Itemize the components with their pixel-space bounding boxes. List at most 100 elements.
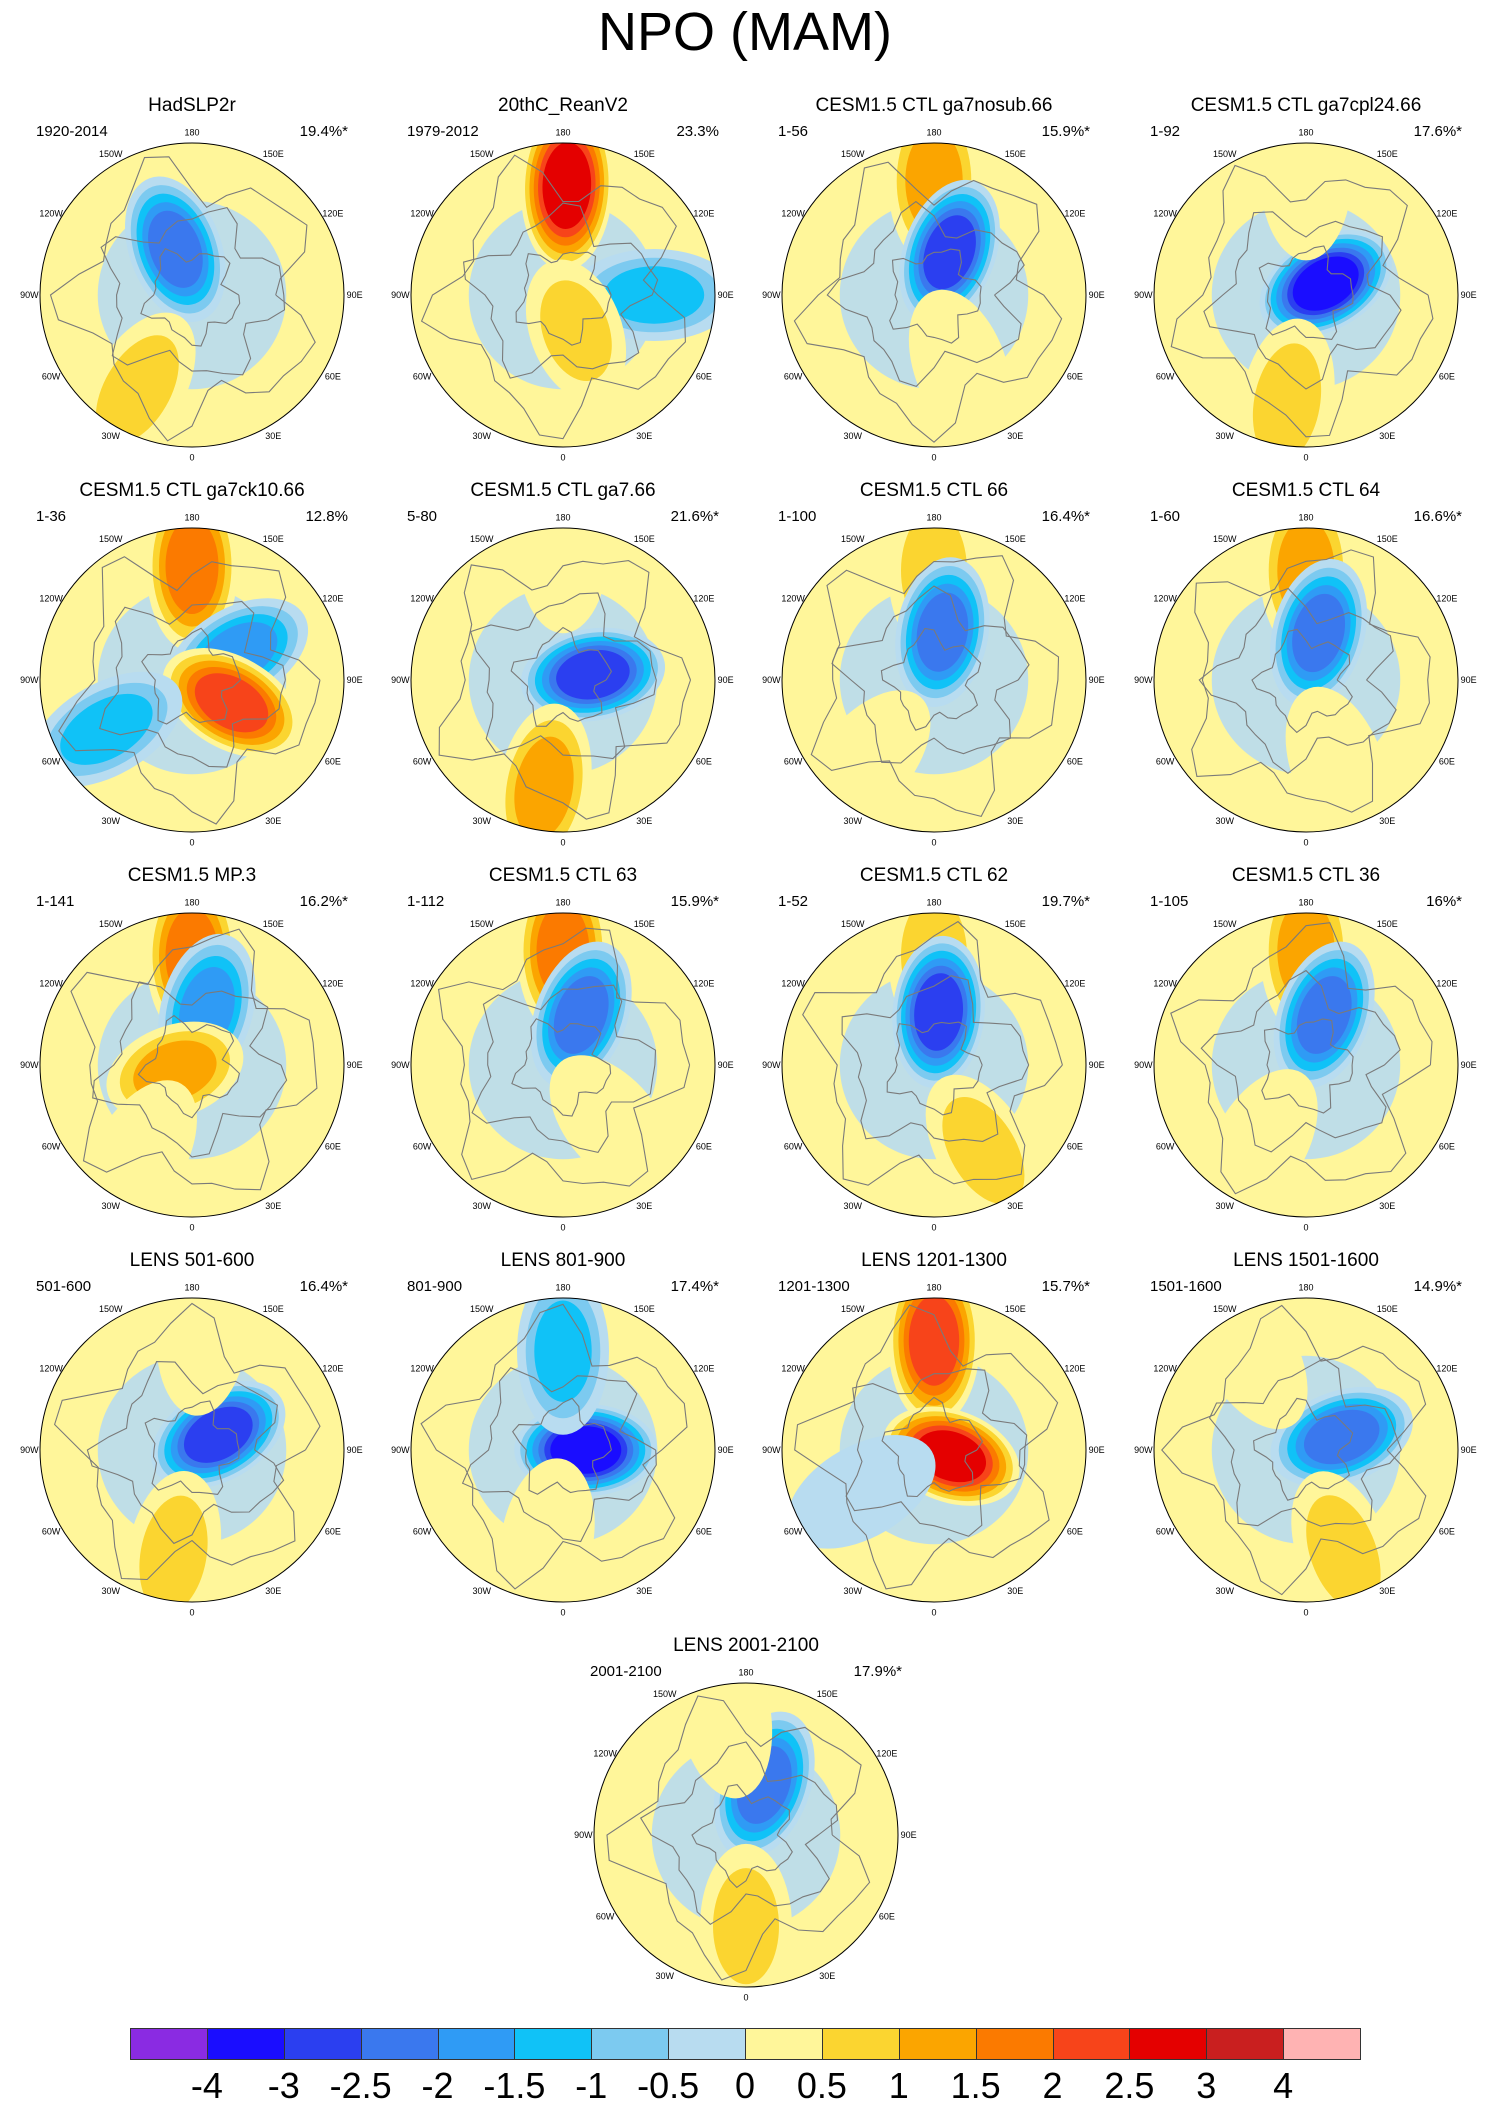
panel-title: CESM1.5 CTL ga7.66 [470,480,656,501]
longitude-label: 150W [470,919,494,929]
coastline [1198,587,1397,774]
panel-period: 501-600 [36,1278,92,1295]
longitude-label: 180 [1298,127,1313,137]
longitude-label: 180 [184,897,199,907]
longitude-label: 60E [1067,1141,1083,1151]
longitude-label: 150W [1213,919,1237,929]
longitude-label: 30E [1379,1201,1395,1211]
colorbar-cell [1129,2028,1208,2060]
coastline [515,251,612,346]
longitude-label: 120W [781,979,805,989]
panel-variance: 16%* [1426,893,1462,910]
colorbar-label: 1.5 [950,2065,1001,2106]
colorbar-cell [975,2028,1054,2060]
longitude-label: 180 [926,897,941,907]
longitude-label: 30W [101,431,120,441]
polar-map: 180 150E 120E 90E 60E 30E 0 30W 60W 90W 120W 150W [1134,897,1476,1232]
panel-variance: 14.9%* [1413,1278,1462,1295]
longitude-label: 120W [781,209,805,219]
longitude-label: 90W [20,1445,39,1455]
anomaly-contour [553,976,609,1054]
longitude-label: 0 [1303,838,1308,848]
map-border [410,1297,716,1603]
longitude-label: 90E [1461,675,1477,685]
colorbar-cell [745,2028,823,2060]
anomaly-contour [908,289,1012,444]
colorbar-label: -4 [190,2065,223,2106]
panel-variance: 16.4%* [299,1278,348,1295]
map-panel: CESM1.5 CTL 63 1-112 15.9%* 180 150E 120E 90E 6… [377,865,749,1245]
coastline [471,984,657,1154]
longitude-label: 0 [560,453,565,463]
colorbar-cell [206,2028,285,2060]
longitude-label: 120E [1064,209,1085,219]
polar-map: 180 150E 120E 90E 60E 30E 0 30W 60W 90W 120W 150W [20,1282,363,1617]
longitude-label: 150E [1005,534,1026,544]
longitude-label: 60E [325,1526,341,1536]
longitude-label: 0 [560,1608,565,1618]
longitude-label: 60W [413,1526,432,1536]
coastline [1170,922,1433,1195]
anomaly-contour [1303,1409,1380,1465]
panel-variance: 16.6%* [1413,508,1462,525]
longitude-label: 180 [184,512,199,522]
panel-period: 1-52 [778,893,809,910]
panel-title: LENS 1201-1300 [861,1250,1007,1271]
panel-variance: 17.9%* [853,1663,902,1680]
longitude-label: 30E [1379,816,1395,826]
anomaly-contour [183,1406,253,1463]
coastline [794,1304,1059,1590]
longitude-label: 150E [634,149,655,159]
longitude-label: 150E [1377,534,1398,544]
longitude-label: 180 [184,127,199,137]
longitude-label: 180 [1298,897,1313,907]
longitude-label: 120W [39,594,63,604]
longitude-label: 0 [931,453,936,463]
longitude-label: 90E [901,1830,917,1840]
longitude-label: 180 [184,1282,199,1292]
longitude-label: 90E [347,1445,363,1455]
longitude-label: 60E [325,1141,341,1151]
longitude-label: 30W [1215,816,1234,826]
longitude-label: 90W [20,290,39,300]
panel-period: 1-60 [1150,508,1181,525]
colorbar-label: 2.5 [1104,2065,1155,2106]
anomaly-contour [60,693,153,765]
longitude-label: 30W [655,1971,674,1981]
map-panel: LENS 801-900 801-900 17.4%* 180 150E 120E 90E 6… [377,1250,749,1630]
panel-period: 1979-2012 [407,123,479,140]
longitude-label: 120E [1436,594,1457,604]
longitude-label: 60E [696,371,712,381]
longitude-label: 150W [99,534,123,544]
coastline [463,202,659,379]
colorbar-label: 0.5 [796,2065,847,2106]
colorbar-cell [1283,2028,1361,2060]
longitude-label: 30E [1007,816,1023,826]
longitude-label: 120E [693,979,714,989]
panel-title: HadSLP2r [148,95,236,116]
coastline [793,161,1063,443]
longitude-label: 150W [653,1689,677,1699]
panel-variance: 21.6%* [670,508,719,525]
longitude-label: 150W [99,149,123,159]
anomaly-contour [923,215,976,290]
longitude-label: 30W [101,816,120,826]
coastline [880,627,982,731]
longitude-label: 60W [784,1526,803,1536]
longitude-label: 30E [1379,1586,1395,1596]
longitude-label: 120E [1436,979,1457,989]
longitude-label: 30W [843,1586,862,1596]
longitude-label: 180 [555,897,570,907]
coastline [1251,628,1353,734]
coastline [826,200,1025,388]
figure-title: NPO (MAM) [598,2,892,62]
longitude-label: 0 [189,1223,194,1233]
longitude-label: 60W [413,371,432,381]
longitude-label: 150E [634,1304,655,1314]
colorbar: -4 -3 -2.5 -2 -1.5 -1 -0.5 0 0.5 1 1.5 2 2.5 3 4 [130,2028,1361,2108]
anomaly-contour [1252,343,1322,447]
longitude-label: 180 [555,127,570,137]
longitude-label: 150W [470,534,494,544]
anomaly-contour [556,649,630,700]
colorbar-label: 3 [1196,2065,1217,2106]
